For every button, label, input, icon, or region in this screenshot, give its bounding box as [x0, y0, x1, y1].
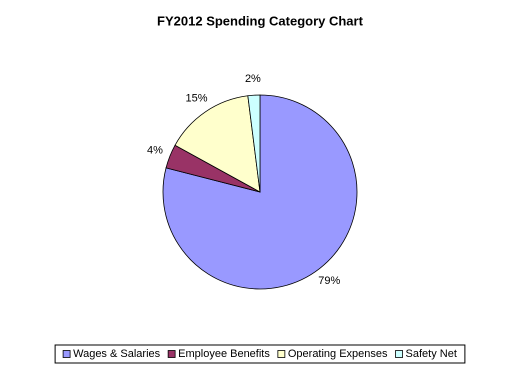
pie-slice — [162, 94, 358, 290]
data-label: 15% — [185, 92, 207, 104]
legend-box — [54, 344, 466, 364]
legend-swatch — [395, 350, 403, 358]
legend: Wages & Salaries Employee Benefits Operati… — [54, 344, 466, 364]
data-label: 2% — [245, 73, 261, 85]
legend-swatch — [62, 350, 71, 358]
chart-title: FY2012 Spending Category Chart — [157, 13, 364, 28]
legend-swatch — [277, 350, 286, 358]
legend-label: Employee Benefits — [178, 348, 270, 360]
legend-label: Operating Expenses — [288, 348, 388, 360]
data-label: 79% — [318, 275, 340, 287]
legend-label: Wages & Salaries — [73, 348, 161, 360]
pie-slice — [174, 95, 261, 193]
legend-swatch — [167, 350, 176, 358]
legend-label: Safety Net — [406, 348, 457, 360]
pie-slice — [247, 94, 261, 193]
data-label: 4% — [147, 144, 163, 156]
